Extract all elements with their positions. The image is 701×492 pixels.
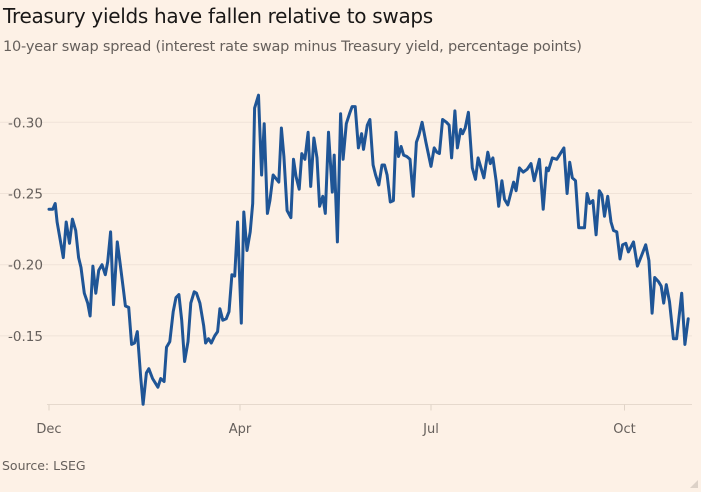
y-tick-label: -0.30	[8, 115, 43, 131]
x-tick-label: Apr	[229, 422, 252, 437]
series-layer	[47, 93, 690, 406]
chart-subtitle: 10-year swap spread (interest rate swap …	[3, 39, 582, 55]
x-tick-label: Dec	[36, 422, 61, 437]
x-tick-label: Oct	[613, 422, 635, 437]
y-tick-label: -0.20	[8, 258, 43, 274]
gridlines	[0, 121, 692, 337]
x-tick-label: Jul	[422, 422, 439, 437]
chart-title: Treasury yields have fallen relative to …	[3, 4, 433, 28]
y-tick-label: -0.15	[8, 329, 43, 345]
y-tick-label: -0.25	[8, 187, 43, 203]
y-axis-ticks: -0.30 -0.25 -0.20 -0.15	[8, 115, 43, 345]
x-axis: Dec Apr Jul Oct	[36, 404, 692, 437]
resize-handle-icon[interactable]	[690, 480, 698, 488]
series-line	[47, 93, 690, 406]
source-note: Source: LSEG	[2, 458, 86, 473]
